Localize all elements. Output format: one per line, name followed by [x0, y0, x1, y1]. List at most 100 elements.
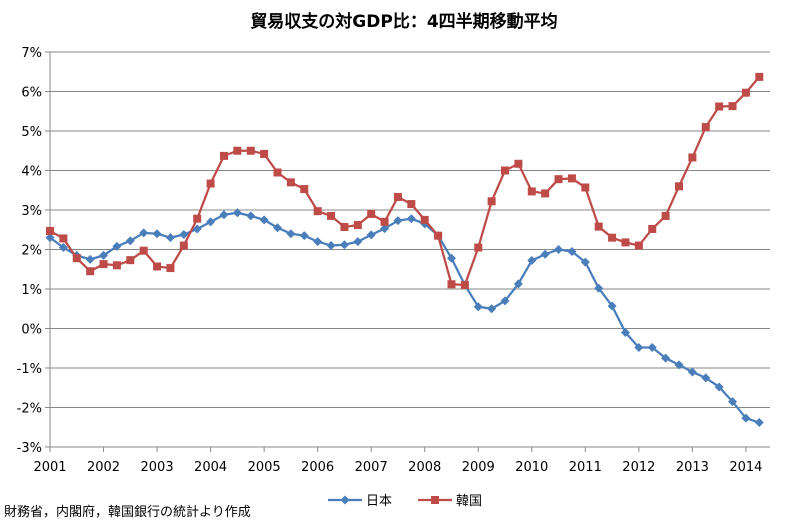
data-point [99, 260, 108, 269]
data-point [166, 264, 175, 273]
legend-entry: 韓国 [418, 494, 482, 509]
chart-title: 貿易収支の対GDP比：4四半期移動平均 [250, 11, 557, 32]
data-point [300, 185, 309, 194]
axes [45, 51, 770, 452]
data-point [567, 174, 576, 183]
data-point [59, 234, 68, 243]
data-point [701, 123, 710, 132]
y-tick-label: 1% [21, 283, 42, 298]
data-point [608, 233, 617, 242]
data-point [648, 224, 657, 233]
data-point [299, 231, 309, 241]
data-point [367, 209, 376, 218]
data-point [340, 222, 349, 231]
data-point [661, 353, 671, 363]
x-tick-label: 2009 [462, 460, 495, 475]
data-point [152, 229, 162, 239]
x-tick-label: 2007 [355, 460, 388, 475]
data-point [153, 262, 162, 271]
data-point [126, 256, 135, 265]
x-tick-label: 2014 [729, 460, 762, 475]
data-point [179, 229, 189, 239]
data-point [406, 214, 416, 224]
data-point [219, 210, 229, 220]
legend: 日本 韓国 [328, 494, 482, 509]
x-tick-label: 2010 [515, 460, 548, 475]
data-point [500, 296, 510, 306]
x-tick-label: 2004 [194, 460, 227, 475]
data-point [112, 241, 122, 251]
x-tick-label: 2001 [33, 460, 66, 475]
data-point [474, 243, 483, 252]
data-point [86, 267, 95, 276]
data-point [393, 192, 402, 201]
data-point [473, 302, 483, 312]
x-tick-label: 2003 [141, 460, 174, 475]
data-point [46, 226, 54, 235]
x-tick-labels: 2001 2002 2003 2004 2005 2006 2007 2008 2009 2010… [33, 460, 762, 475]
legend-label: 日本 [366, 494, 392, 509]
data-point [581, 183, 590, 192]
data-point [501, 166, 510, 175]
data-point [246, 211, 256, 221]
data-point [273, 168, 282, 177]
legend-marker [340, 495, 350, 505]
data-point [728, 397, 738, 407]
data-point [420, 215, 429, 224]
data-point [327, 211, 336, 220]
data-point [206, 217, 216, 227]
data-point [353, 221, 362, 230]
data-point [206, 179, 215, 188]
data-point [112, 261, 121, 270]
data-point [339, 240, 349, 250]
y-tick-label: 7% [21, 46, 42, 61]
data-point [326, 241, 336, 251]
data-point [259, 215, 269, 225]
data-point [313, 237, 323, 247]
x-tick-label: 2006 [301, 460, 334, 475]
data-point [233, 146, 242, 155]
x-tick-label: 2005 [248, 460, 281, 475]
data-point [232, 208, 242, 218]
data-point [688, 153, 697, 162]
data-point [192, 224, 202, 234]
data-point [72, 254, 81, 263]
data-point [380, 224, 390, 234]
data-point [567, 246, 577, 256]
data-point [741, 413, 751, 423]
data-point [661, 211, 670, 220]
data-point [58, 243, 68, 253]
data-point [527, 187, 536, 196]
data-point [125, 236, 135, 246]
data-point [634, 241, 643, 250]
legend-label: 韓国 [456, 494, 482, 509]
data-point [715, 102, 724, 111]
data-point [540, 249, 550, 259]
data-point [313, 207, 322, 216]
data-point [687, 367, 697, 377]
data-point [755, 72, 764, 81]
y-tick-label: 4% [21, 165, 42, 180]
data-point [674, 360, 684, 370]
data-point [634, 342, 644, 352]
data-point [286, 229, 296, 239]
data-point [620, 327, 630, 337]
data-point [514, 159, 523, 168]
data-point [366, 230, 376, 240]
data-point [594, 222, 603, 231]
data-point [446, 253, 456, 263]
x-tick-label: 2008 [408, 460, 441, 475]
data-point [273, 223, 283, 233]
data-point [407, 200, 416, 209]
data-point [487, 197, 496, 206]
data-point [460, 281, 469, 290]
y-tick-label: -2% [17, 402, 42, 417]
data-point [393, 216, 403, 226]
source-note: 財務省，内閣府，韓国銀行の統計より作成 [4, 504, 251, 520]
y-tick-label: 6% [21, 86, 42, 101]
data-point [165, 233, 175, 243]
data-point [85, 254, 95, 264]
data-point [701, 373, 711, 383]
data-point [527, 256, 537, 266]
